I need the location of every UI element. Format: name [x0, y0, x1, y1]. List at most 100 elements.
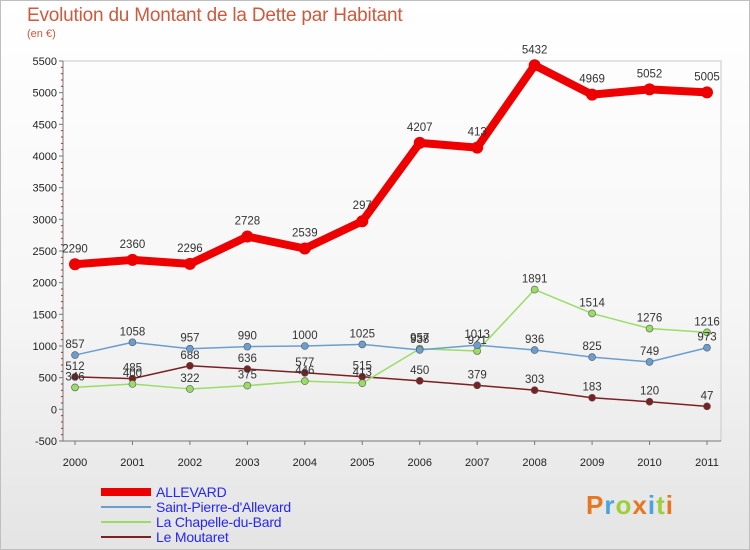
- data-label: 2290: [62, 243, 88, 255]
- data-label: 1058: [120, 326, 146, 338]
- data-point: [588, 393, 596, 402]
- data-point: [298, 242, 311, 255]
- data-label: 1514: [579, 297, 605, 309]
- x-tick-label: 2006: [407, 457, 431, 469]
- series-line: [74, 288, 708, 390]
- x-tick-label: 2004: [293, 457, 317, 469]
- y-tick-label: 3500: [33, 183, 57, 195]
- logo-letter: i: [665, 490, 674, 520]
- logo-letter: i: [647, 490, 657, 520]
- data-point: [530, 285, 539, 294]
- x-tick-label: 2005: [350, 457, 374, 469]
- legend-swatch: [101, 536, 151, 538]
- data-label: 825: [582, 341, 601, 353]
- data-labels: 346 400 322 375 446 413 957 921 1891 1514 1276 1216: [65, 274, 719, 385]
- data-label: 577: [295, 357, 314, 369]
- x-tick-label: 2009: [580, 457, 604, 469]
- data-point: [186, 344, 194, 353]
- data-label: 1025: [349, 328, 375, 340]
- data-label: 936: [525, 334, 544, 346]
- data-point: [356, 215, 369, 228]
- x-tick-label: 2011: [695, 457, 719, 469]
- legend-swatch: [101, 521, 151, 523]
- data-label: 512: [65, 361, 84, 373]
- data-label: 921: [468, 335, 487, 347]
- y-tick-label: 5500: [33, 56, 57, 68]
- data-point: [71, 351, 79, 359]
- data-point: [186, 361, 194, 370]
- logo-letter: t: [656, 490, 666, 520]
- series-line: [74, 365, 708, 408]
- legend-swatch: [101, 488, 151, 496]
- data-label: 322: [180, 373, 199, 385]
- data-labels: 2290 2360 2296 2728 2539 297 4207 413 5432 4969 50…: [62, 44, 720, 255]
- data-point: [530, 346, 539, 354]
- data-point: [586, 88, 599, 101]
- x-tick-label: 2003: [235, 457, 259, 469]
- proxiti-logo: Proxiti: [586, 490, 674, 521]
- data-label: 446: [295, 365, 314, 377]
- y-tick-label: 1000: [33, 341, 57, 353]
- data-labels: 857 1058 957 990 1000 1025 938 1013 936 825 749 973: [65, 326, 716, 358]
- data-label: 749: [640, 346, 659, 358]
- logo-letter: r: [604, 490, 616, 520]
- x-tick-label: 2002: [178, 457, 202, 469]
- y-tick-label: 5000: [33, 88, 57, 100]
- series-la-chapelle-du-bard: 346 400 322 375 446 413 957 921 1891 1514 1276 1216: [65, 274, 720, 393]
- data-point: [473, 381, 481, 390]
- data-label: 5432: [522, 44, 548, 56]
- data-point: [528, 59, 541, 72]
- unit-label: (en €): [27, 28, 56, 40]
- data-point: [415, 377, 424, 385]
- data-point: [473, 341, 481, 349]
- data-point: [358, 340, 367, 349]
- data-point: [241, 230, 254, 243]
- chart-title: Evolution du Montant de la Dette par Hab…: [27, 5, 403, 26]
- data-label: 515: [353, 361, 372, 373]
- data-point: [645, 324, 654, 333]
- data-label: 379: [468, 369, 487, 381]
- data-label: 297: [353, 200, 372, 212]
- data-point: [358, 379, 367, 387]
- data-label: 973: [697, 332, 716, 344]
- data-point: [128, 380, 137, 388]
- x-tick-label: 2007: [465, 457, 489, 469]
- data-point: [643, 83, 656, 96]
- data-label: 413: [468, 127, 487, 139]
- x-tick-label: 2001: [120, 457, 144, 469]
- data-label: 1276: [637, 313, 663, 325]
- data-label: 2296: [177, 243, 203, 255]
- data-label: 1013: [464, 329, 490, 341]
- data-point: [703, 328, 711, 337]
- data-label: 183: [582, 382, 601, 394]
- series-line: [74, 341, 708, 363]
- data-point: [301, 377, 309, 385]
- x-tick-label: 2008: [522, 457, 546, 469]
- data-point: [703, 402, 711, 411]
- y-tick-label: 4000: [33, 151, 57, 163]
- series-allevard: 2290 2360 2296 2728 2539 297 4207 413 5432 4969 50…: [62, 44, 720, 271]
- data-label: 1216: [694, 316, 720, 328]
- data-label: 990: [238, 331, 257, 343]
- data-label: 413: [353, 367, 372, 379]
- data-point: [415, 346, 424, 354]
- data-label: 47: [701, 390, 714, 402]
- data-label: 957: [180, 333, 199, 345]
- data-label: 1891: [522, 274, 548, 286]
- y-tick-label: 500: [39, 373, 57, 385]
- data-label: 5005: [694, 71, 720, 83]
- data-label: 303: [525, 374, 544, 386]
- data-point: [703, 343, 711, 352]
- data-point: [471, 141, 484, 154]
- data-labels: 512 485 688 636 577 515 450 379 303 183 120 47: [65, 350, 713, 403]
- y-tick-label: 2500: [33, 246, 57, 258]
- x-tick-label: 2000: [63, 457, 87, 469]
- data-label: 938: [410, 334, 429, 346]
- y-axis: -500 0 500 1000 1500 2000 2500 3000 3500 4000 4500…: [33, 56, 63, 448]
- data-point: [128, 338, 137, 347]
- logo-letter: P: [586, 490, 605, 520]
- data-label: 688: [180, 350, 199, 362]
- legend-label: Le Moutaret: [156, 529, 229, 545]
